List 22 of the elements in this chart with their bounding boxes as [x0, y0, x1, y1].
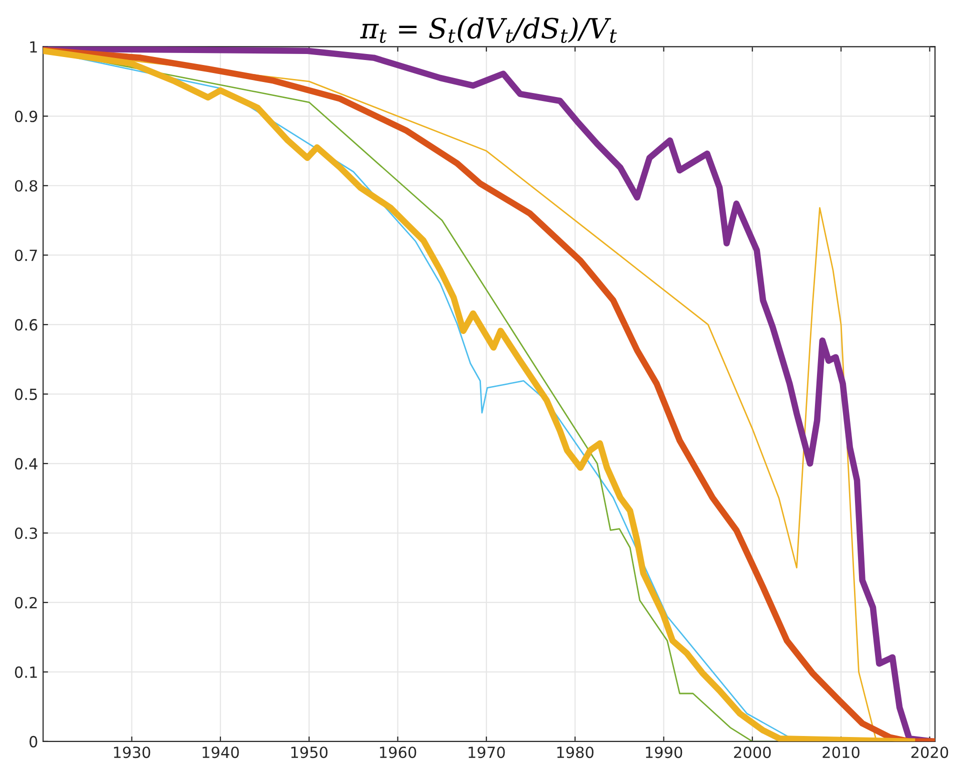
- x-tick-label: 1990: [646, 746, 682, 758]
- y-tick-label: 0: [30, 736, 38, 748]
- y-tick-label: 0.5: [14, 388, 37, 400]
- y-tick-label: 0.7: [14, 250, 37, 262]
- y-tick-label: 0.8: [14, 180, 38, 192]
- y-tick-label: 1: [30, 41, 37, 52]
- y-tick-label: 0.6: [14, 319, 38, 331]
- x-tick-label: 2010: [822, 746, 860, 758]
- x-tick-label: 1980: [557, 746, 594, 758]
- y-tick-label: 0.9: [14, 110, 38, 122]
- y-tick-label: 0.3: [14, 527, 38, 540]
- y-tick-label: 0.2: [14, 596, 37, 609]
- x-tick-label: 1940: [202, 746, 239, 758]
- chart-title: π$_{t}$ = S$_{t}$(dV$_{t}$/dS$_{t}$)/V$_{t}$: [360, 17, 617, 43]
- x-tick-label: 1960: [380, 746, 416, 758]
- y-tick-label: 0.1: [14, 666, 37, 678]
- x-tick-label: 1970: [468, 746, 505, 758]
- x-tick-label: 1930: [114, 746, 150, 758]
- y-tick-label: 0.4: [14, 458, 38, 470]
- x-tick-label: 2000: [734, 746, 771, 758]
- x-tick-label: 1950: [291, 746, 328, 758]
- x-tick-label: 2020: [911, 746, 948, 758]
